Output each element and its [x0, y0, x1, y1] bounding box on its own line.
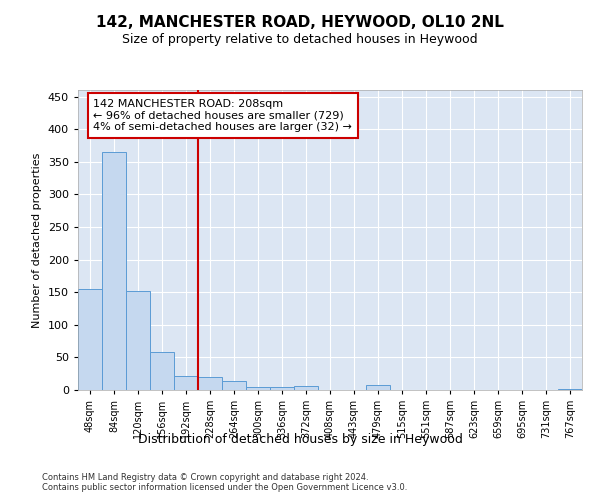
Text: Contains HM Land Registry data © Crown copyright and database right 2024.: Contains HM Land Registry data © Crown c… [42, 472, 368, 482]
Bar [222, 381, 246, 390]
Bar [150, 352, 174, 390]
Y-axis label: Number of detached properties: Number of detached properties [32, 152, 42, 328]
Text: 142 MANCHESTER ROAD: 208sqm
← 96% of detached houses are smaller (729)
4% of sem: 142 MANCHESTER ROAD: 208sqm ← 96% of det… [93, 99, 352, 132]
Bar [366, 386, 390, 390]
Bar [246, 386, 270, 390]
Text: 142, MANCHESTER ROAD, HEYWOOD, OL10 2NL: 142, MANCHESTER ROAD, HEYWOOD, OL10 2NL [96, 15, 504, 30]
Bar [198, 377, 222, 390]
Text: Size of property relative to detached houses in Heywood: Size of property relative to detached ho… [122, 32, 478, 46]
Text: Contains public sector information licensed under the Open Government Licence v3: Contains public sector information licen… [42, 482, 407, 492]
Bar [78, 289, 102, 390]
Bar [558, 388, 582, 390]
Bar [294, 386, 318, 390]
Bar [174, 376, 198, 390]
Bar [126, 291, 150, 390]
Text: Distribution of detached houses by size in Heywood: Distribution of detached houses by size … [137, 432, 463, 446]
Bar [102, 152, 126, 390]
Bar [270, 386, 294, 390]
